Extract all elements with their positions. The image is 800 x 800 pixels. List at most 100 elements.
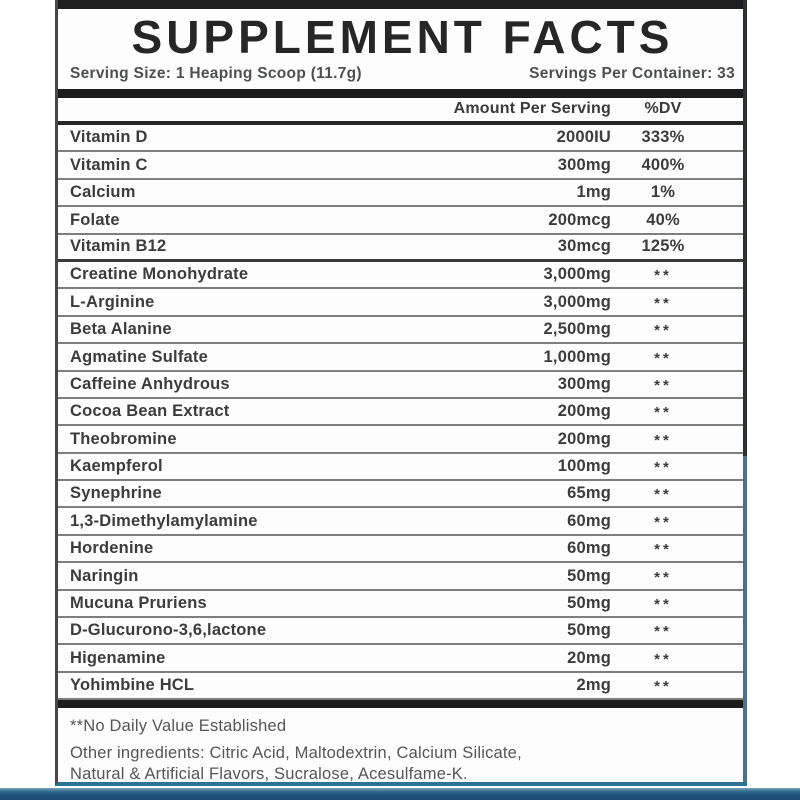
ingredient-dv: ** xyxy=(654,486,672,504)
ingredient-amount: 60mg xyxy=(567,539,611,558)
ingredient-amount: 200mg xyxy=(557,429,611,448)
ingredient-name: Mucuna Pruriens xyxy=(70,594,207,613)
ingredient-dv: ** xyxy=(654,568,672,586)
table-row: Naringin 50mg ** xyxy=(58,563,747,591)
ingredient-amount: 100mg xyxy=(557,457,611,476)
table-row: Calcium 1mg 1% xyxy=(58,180,747,208)
label-border-right-teal xyxy=(743,456,747,782)
ingredient-amount: 50mg xyxy=(567,594,611,613)
ingredient-dv: ** xyxy=(654,376,672,394)
ingredient-dv: ** xyxy=(654,404,672,422)
ingredient-amount: 50mg xyxy=(567,621,611,640)
ingredient-amount: 3,000mg xyxy=(543,292,611,311)
ingredient-amount: 2000IU xyxy=(556,128,611,147)
serving-size-text: Serving Size: 1 Heaping Scoop (11.7g) xyxy=(70,65,362,82)
table-row: Yohimbine HCL 2mg ** xyxy=(58,673,747,701)
ingredient-name: 1,3-Dimethylamylamine xyxy=(70,511,258,530)
ingredient-name: Agmatine Sulfate xyxy=(70,347,208,366)
table-row: Folate 200mcg 40% xyxy=(58,207,747,235)
table-row: Kaempferol 100mg ** xyxy=(58,454,747,482)
daily-value-footnote: **No Daily Value Established xyxy=(70,717,287,736)
divider-bar-bottom xyxy=(58,700,747,709)
other-ingredients-text: Other ingredients: Citric Acid, Maltodex… xyxy=(58,743,747,785)
ingredient-amount: 2mg xyxy=(576,676,611,695)
ingredient-dv: ** xyxy=(654,650,672,668)
ingredient-name: Naringin xyxy=(70,566,139,585)
divider-bar-top xyxy=(58,89,747,98)
ingredient-name: Vitamin D xyxy=(70,128,148,147)
ingredient-name: Kaempferol xyxy=(70,457,163,476)
ingredient-name: Yohimbine HCL xyxy=(70,676,195,695)
ingredient-dv: 40% xyxy=(646,210,680,229)
ingredient-amount: 1,000mg xyxy=(543,347,611,366)
ingredient-name: Folate xyxy=(70,210,120,229)
table-row: Mucuna Pruriens 50mg ** xyxy=(58,591,747,619)
ingredient-name: D-Glucurono-3,6,lactone xyxy=(70,621,267,640)
other-ingredients-line-1: Other ingredients: Citric Acid, Maltodex… xyxy=(70,744,522,763)
ingredient-dv: ** xyxy=(654,322,672,340)
ingredient-dv: ** xyxy=(654,623,672,641)
top-black-bar xyxy=(58,0,747,9)
ingredient-amount: 200mcg xyxy=(548,210,611,229)
table-row: Vitamin C 300mg 400% xyxy=(58,152,747,180)
table-row: Creatine Monohydrate 3,000mg ** xyxy=(58,262,747,290)
table-row: Theobromine 200mg ** xyxy=(58,426,747,454)
ingredient-dv: 125% xyxy=(641,236,685,255)
ingredient-name: Vitamin C xyxy=(70,155,148,174)
ingredient-name: Creatine Monohydrate xyxy=(70,265,249,284)
header-percent-dv: %DV xyxy=(644,100,682,117)
ingredient-amount: 2,500mg xyxy=(543,320,611,339)
label-title: SUPPLEMENT FACTS xyxy=(131,11,674,63)
ingredient-dv: ** xyxy=(654,678,672,696)
table-row: L-Arginine 3,000mg ** xyxy=(58,289,747,317)
ingredient-dv: 400% xyxy=(641,155,685,174)
table-row: Vitamin D 2000IU 333% xyxy=(58,125,747,153)
ingredient-amount: 50mg xyxy=(567,566,611,585)
ingredient-dv: ** xyxy=(654,349,672,367)
ingredient-dv: 333% xyxy=(641,128,685,147)
ingredient-name: Synephrine xyxy=(70,484,162,503)
table-row: Vitamin B12 30mcg 125% xyxy=(58,235,747,262)
ingredient-dv: ** xyxy=(654,541,672,559)
ingredient-amount: 30mcg xyxy=(557,236,611,255)
header-amount-per-serving: Amount Per Serving xyxy=(453,100,611,117)
table-row: Cocoa Bean Extract 200mg ** xyxy=(58,399,747,427)
table-header-row: Amount Per Serving %DV xyxy=(58,98,747,125)
ingredient-name: Higenamine xyxy=(70,648,166,667)
serving-info: Serving Size: 1 Heaping Scoop (11.7g) Se… xyxy=(58,62,747,86)
ingredient-dv: 1% xyxy=(650,183,676,202)
ingredient-amount: 3,000mg xyxy=(543,265,611,284)
table-row: Synephrine 65mg ** xyxy=(58,481,747,509)
ingredient-amount: 1mg xyxy=(576,183,611,202)
ingredient-name: Beta Alanine xyxy=(70,320,172,339)
ingredient-amount: 300mg xyxy=(557,155,611,174)
bottom-blue-bar xyxy=(0,788,800,800)
ingredient-name: Vitamin B12 xyxy=(70,236,167,255)
label-border-right-black xyxy=(743,0,747,456)
table-row: Caffeine Anhydrous 300mg ** xyxy=(58,372,747,399)
ingredient-name: Calcium xyxy=(70,183,136,202)
ingredient-dv: ** xyxy=(654,459,672,477)
ingredient-amount: 65mg xyxy=(567,484,611,503)
supplement-facts-label: SUPPLEMENT FACTS Serving Size: 1 Heaping… xyxy=(55,0,747,786)
ingredient-amount: 20mg xyxy=(567,648,611,667)
other-ingredients-line-2: Natural & Artificial Flavors, Sucralose,… xyxy=(70,765,468,784)
ingredient-amount: 300mg xyxy=(557,374,611,393)
table-row: Beta Alanine 2,500mg ** xyxy=(58,317,747,345)
ingredient-amount: 60mg xyxy=(567,511,611,530)
table-row: Higenamine 20mg ** xyxy=(58,645,747,673)
table-row: Hordenine 60mg ** xyxy=(58,536,747,564)
ingredient-dv: ** xyxy=(654,596,672,614)
ingredient-dv: ** xyxy=(654,431,672,449)
servings-per-container-text: Servings Per Container: 33 xyxy=(529,65,735,82)
ingredient-name: L-Arginine xyxy=(70,292,155,311)
table-row: 1,3-Dimethylamylamine 60mg ** xyxy=(58,508,747,536)
ingredient-amount: 200mg xyxy=(557,402,611,421)
ingredient-name: Cocoa Bean Extract xyxy=(70,402,230,421)
ingredient-name: Caffeine Anhydrous xyxy=(70,374,230,393)
ingredient-name: Theobromine xyxy=(70,429,177,448)
ingredient-dv: ** xyxy=(654,267,672,285)
ingredient-name: Hordenine xyxy=(70,539,154,558)
ingredient-dv: ** xyxy=(654,294,672,312)
ingredient-rows: Vitamin D 2000IU 333% Vitamin C 300mg 40… xyxy=(58,125,747,701)
